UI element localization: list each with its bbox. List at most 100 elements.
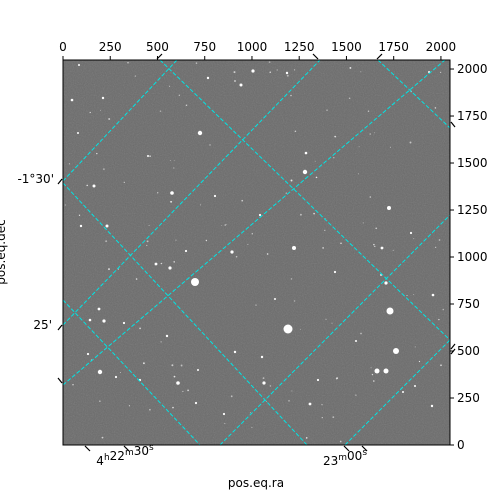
faint-star [168, 85, 170, 87]
faint-star [180, 364, 183, 367]
grid-line [63, 299, 201, 445]
star [79, 224, 83, 228]
faint-star [149, 408, 151, 411]
faint-star [64, 204, 66, 206]
faint-star [251, 426, 253, 428]
faint-star [247, 243, 249, 245]
faint-star [230, 395, 233, 398]
star [191, 278, 199, 286]
faint-star [160, 262, 163, 265]
image-noise [63, 60, 450, 445]
world-tick-mark [376, 53, 383, 60]
faint-star [324, 229, 326, 231]
star [260, 355, 264, 359]
star [428, 71, 430, 73]
faint-star [262, 377, 265, 379]
faint-star [134, 75, 136, 77]
x-tick-label: 0 [59, 40, 67, 54]
dec-tick-label-1: -1°30' [17, 172, 54, 186]
faint-star [290, 179, 293, 182]
grid-line [63, 60, 321, 326]
y-tick-label: 250 [457, 391, 480, 405]
star [402, 391, 404, 393]
grid-line [63, 60, 446, 386]
faint-star [123, 181, 125, 184]
star [114, 375, 118, 379]
world-tick-mark [450, 348, 456, 355]
x-tick-label: 2000 [426, 40, 457, 54]
star [383, 368, 389, 374]
faint-star [340, 242, 342, 245]
star [165, 334, 169, 338]
faint-star [290, 278, 293, 280]
faint-star [392, 249, 394, 251]
world-tick-mark [450, 343, 456, 350]
y-tick-label: 1000 [457, 250, 488, 264]
faint-star [169, 160, 171, 161]
grid-line [377, 60, 450, 129]
faint-star [362, 222, 364, 224]
faint-star [288, 400, 290, 402]
star [384, 281, 388, 285]
y-tick-label: 1750 [457, 109, 488, 123]
faint-star [336, 377, 338, 379]
faint-star [360, 71, 362, 73]
faint-star [96, 152, 98, 155]
x-tick-label: 750 [193, 40, 216, 54]
faint-star [374, 132, 375, 134]
faint-star [286, 74, 289, 77]
faint-star [234, 80, 236, 82]
faint-star [173, 160, 175, 161]
dec-tick-label-2: 25' [33, 318, 52, 332]
faint-star [291, 390, 293, 392]
faint-star [325, 217, 327, 219]
y-tick-label: 500 [457, 344, 480, 358]
faint-star [99, 400, 101, 402]
faint-star [418, 360, 421, 363]
star [70, 98, 74, 102]
faint-star [413, 294, 415, 296]
star [308, 402, 312, 406]
star [206, 76, 210, 80]
star [274, 298, 276, 300]
star [387, 206, 391, 210]
faint-star [313, 212, 315, 215]
faint-star [249, 412, 251, 414]
star [409, 231, 413, 235]
star [239, 83, 243, 87]
faint-star [349, 66, 352, 69]
faint-star [89, 111, 91, 114]
faint-star [440, 364, 442, 367]
faint-star [438, 318, 440, 321]
faint-star [369, 133, 371, 135]
faint-star [265, 401, 267, 403]
star [414, 385, 416, 387]
world-tick-mark [361, 445, 368, 452]
faint-star [294, 130, 297, 133]
faint-star [135, 278, 138, 280]
world-tick-mark [57, 178, 63, 185]
faint-star [173, 261, 176, 263]
faint-star [389, 146, 391, 148]
star [184, 249, 188, 253]
faint-star [172, 406, 174, 409]
star [154, 262, 158, 266]
faint-star [299, 328, 301, 330]
star [386, 307, 394, 315]
star [262, 381, 266, 385]
star [78, 64, 80, 66]
star [285, 71, 289, 75]
star [302, 169, 308, 175]
faint-star [374, 245, 376, 248]
star [258, 213, 262, 217]
faint-star [142, 362, 145, 365]
star [380, 246, 384, 250]
faint-star [339, 440, 342, 443]
faint-star [226, 223, 228, 225]
star [92, 184, 96, 188]
y-tick-label: 2000 [457, 62, 488, 76]
star [197, 369, 199, 371]
star [431, 293, 435, 297]
faint-star [101, 436, 104, 439]
